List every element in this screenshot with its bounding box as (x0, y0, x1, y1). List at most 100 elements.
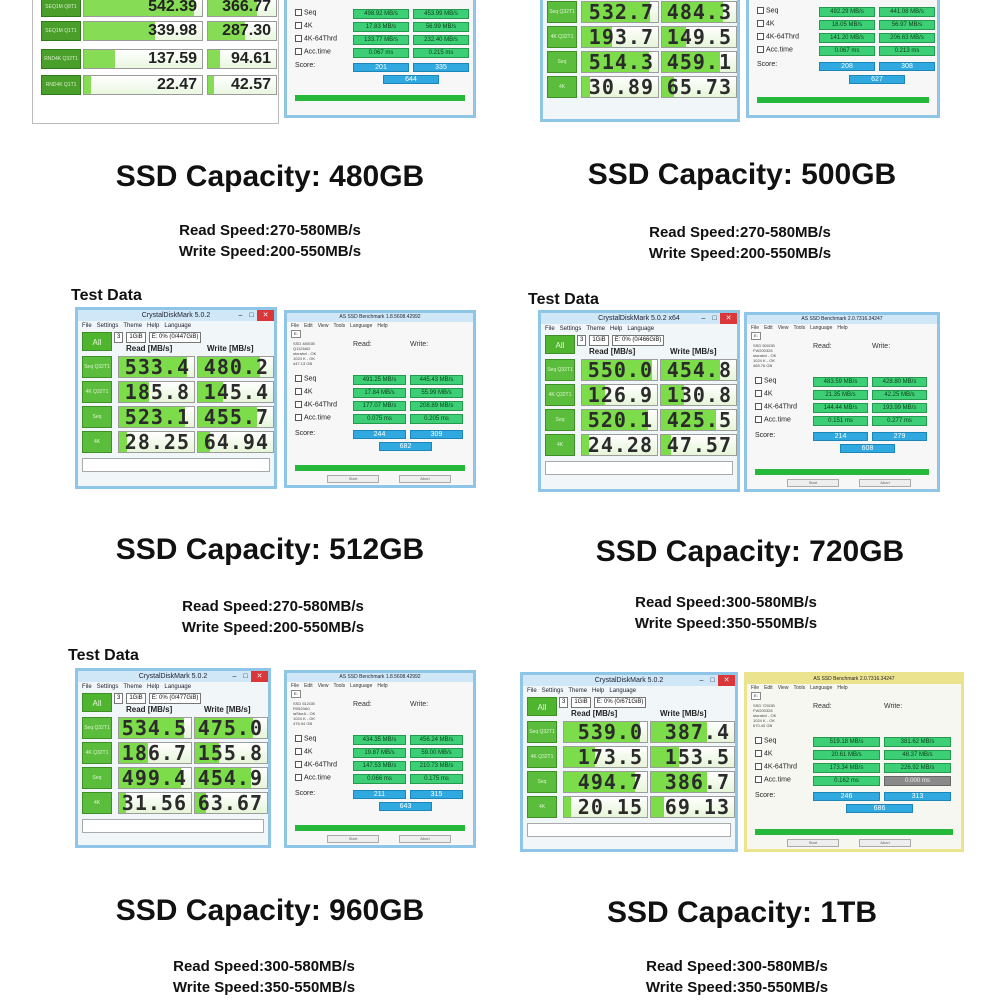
checkbox[interactable] (295, 414, 302, 421)
minimize-icon[interactable]: – (238, 312, 243, 319)
menu-item[interactable]: Language (810, 325, 833, 331)
menu-item[interactable]: Edit (304, 323, 313, 329)
close-icon[interactable]: ✕ (257, 310, 274, 321)
comment-field[interactable] (527, 823, 731, 837)
menu-item[interactable]: Language (350, 683, 373, 689)
test-row-label[interactable]: 4K (527, 796, 557, 818)
test-row-label[interactable]: Seq Q32T1 (527, 721, 557, 743)
test-row-label[interactable]: Seq (82, 767, 112, 789)
menu-item[interactable]: Help (147, 684, 160, 690)
checkbox[interactable] (295, 761, 302, 768)
menu-item[interactable]: Help (837, 685, 848, 691)
maximize-icon[interactable]: □ (243, 673, 248, 680)
checkbox[interactable] (295, 375, 302, 382)
close-icon[interactable]: ✕ (718, 675, 735, 686)
count-select[interactable]: 3 (114, 692, 124, 704)
count-select[interactable]: 3 (577, 334, 587, 346)
drive-select[interactable]: E: 0% (0/466GiB) (611, 334, 665, 346)
size-select[interactable]: 1GiB (571, 696, 591, 708)
checkbox[interactable] (755, 763, 762, 770)
checkbox[interactable] (295, 735, 302, 742)
test-row-label[interactable]: Seq Q32T1 (545, 359, 575, 381)
size-select[interactable]: 1GiB (589, 334, 609, 346)
size-select[interactable]: 1GiB (126, 331, 146, 343)
menu-item[interactable]: Edit (304, 683, 313, 689)
drive-select[interactable]: E: 0% (0/477GiB) (148, 692, 202, 704)
menu-item[interactable]: Settings (541, 688, 564, 694)
test-row-seq[interactable]: Seq (295, 375, 316, 382)
maximize-icon[interactable]: □ (710, 677, 715, 684)
menu-item[interactable]: Language (164, 684, 192, 690)
test-row-seq[interactable]: Seq (755, 377, 776, 384)
all-button[interactable]: All (82, 693, 112, 712)
drive-select[interactable]: E: (291, 690, 301, 698)
test-row-label[interactable]: 4K (545, 434, 575, 456)
comment-field[interactable] (545, 461, 733, 475)
size-select[interactable]: 1GiB (126, 692, 146, 704)
drive-select[interactable]: E: 0% (0/447GiB) (148, 331, 202, 343)
menu-item[interactable]: Settings (96, 684, 119, 690)
test-row-acc[interactable]: Acc.time (755, 776, 791, 783)
checkbox[interactable] (755, 776, 762, 783)
menu-item[interactable]: Theme (568, 688, 588, 694)
test-row-k4-64[interactable]: 4K-64Thrd (295, 401, 337, 408)
all-button[interactable]: All (545, 335, 575, 354)
menu-item[interactable]: File (751, 325, 760, 331)
menu-item[interactable]: View (317, 683, 329, 689)
menu-item[interactable]: Language (164, 323, 192, 329)
minimize-icon[interactable]: – (232, 673, 237, 680)
menu-item[interactable]: Theme (123, 323, 143, 329)
test-row-acc[interactable]: Acc.time (295, 414, 331, 421)
test-row-seq[interactable]: Seq (295, 735, 316, 742)
checkbox[interactable] (755, 737, 762, 744)
comment-field[interactable] (82, 819, 264, 833)
test-row-acc[interactable]: Acc.time (295, 774, 331, 781)
checkbox[interactable] (295, 388, 302, 395)
test-row-label[interactable]: 4K Q32T1 (82, 742, 112, 764)
menu-item[interactable]: File (527, 688, 537, 694)
menu-item[interactable]: Edit (764, 685, 773, 691)
drive-select[interactable]: E: (291, 330, 301, 338)
menu-item[interactable]: Language (350, 323, 373, 329)
checkbox[interactable] (295, 401, 302, 408)
test-row-seq[interactable]: Seq (755, 737, 776, 744)
test-row-k4-64[interactable]: 4K-64Thrd (755, 763, 797, 770)
abort-button[interactable]: Abort (399, 475, 451, 483)
test-row-k4-64[interactable]: 4K-64Thrd (295, 761, 337, 768)
count-select[interactable]: 3 (114, 331, 124, 343)
checkbox[interactable] (295, 774, 302, 781)
start-button[interactable]: Start (787, 839, 839, 847)
menu-item[interactable]: Help (610, 326, 623, 332)
checkbox[interactable] (755, 403, 762, 410)
test-row-acc[interactable]: Acc.time (755, 416, 791, 423)
menu-item[interactable]: Help (377, 323, 388, 329)
start-button[interactable]: Start (787, 479, 839, 487)
test-row-label[interactable]: Seq (82, 406, 112, 428)
menu-item[interactable]: Settings (559, 326, 582, 332)
menu-item[interactable]: View (317, 323, 329, 329)
abort-button[interactable]: Abort (859, 479, 911, 487)
menu-item[interactable]: Theme (586, 326, 606, 332)
drive-select[interactable]: E: (751, 332, 761, 340)
comment-field[interactable] (82, 458, 270, 472)
count-select[interactable]: 3 (559, 696, 569, 708)
checkbox[interactable] (755, 377, 762, 384)
all-button[interactable]: All (527, 697, 557, 716)
test-row-k4[interactable]: 4K (755, 750, 773, 757)
checkbox[interactable] (755, 750, 762, 757)
menu-item[interactable]: Tools (793, 325, 806, 331)
minimize-icon[interactable]: – (701, 315, 706, 322)
checkbox[interactable] (295, 748, 302, 755)
menu-item[interactable]: File (82, 684, 92, 690)
test-row-label[interactable]: 4K Q32T1 (82, 381, 112, 403)
checkbox[interactable] (755, 416, 762, 423)
abort-button[interactable]: Abort (859, 839, 911, 847)
menu-item[interactable]: File (291, 323, 300, 329)
checkbox[interactable] (755, 390, 762, 397)
start-button[interactable]: Start (327, 475, 379, 483)
test-row-label[interactable]: Seq (527, 771, 557, 793)
menu-item[interactable]: File (291, 683, 300, 689)
menu-item[interactable]: Language (810, 685, 833, 691)
drive-select[interactable]: E: (751, 692, 761, 700)
test-row-k4[interactable]: 4K (295, 388, 313, 395)
